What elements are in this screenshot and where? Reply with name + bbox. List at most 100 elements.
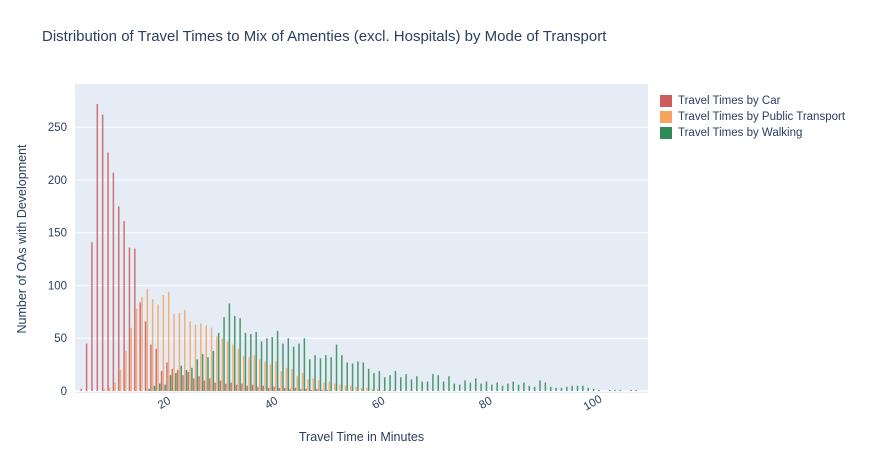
histogram-bar[interactable] [296,376,298,391]
histogram-bar[interactable] [253,355,256,391]
histogram-bar[interactable] [335,344,338,391]
histogram-bar[interactable] [328,381,331,391]
histogram-bar[interactable] [453,383,456,391]
histogram-bar[interactable] [226,341,229,391]
histogram-bar[interactable] [355,386,357,391]
histogram-bar[interactable] [128,247,131,391]
histogram-bar[interactable] [283,387,286,391]
histogram-bar[interactable] [357,361,359,391]
histogram-bar[interactable] [135,308,138,391]
histogram-bar[interactable] [130,327,132,391]
histogram-bar[interactable] [464,380,466,391]
histogram-bar[interactable] [378,370,381,391]
histogram-bar[interactable] [496,382,498,391]
histogram-bar[interactable] [330,357,332,391]
histogram-bar[interactable] [275,361,277,391]
histogram-bar[interactable] [346,362,348,391]
histogram-bar[interactable] [387,389,390,391]
histogram-bar[interactable] [251,384,254,391]
histogram-bar[interactable] [555,387,557,391]
histogram-bar[interactable] [201,354,204,391]
histogram-bar[interactable] [362,362,365,391]
legend-item[interactable]: Travel Times by Public Transport [660,109,845,125]
histogram-bar[interactable] [101,114,104,391]
histogram-bar[interactable] [323,382,325,391]
histogram-bar[interactable] [250,334,252,391]
histogram-bar[interactable] [160,370,163,391]
histogram-bar[interactable] [103,388,106,391]
histogram-bar[interactable] [533,386,536,391]
histogram-bar[interactable] [159,383,161,391]
histogram-bar[interactable] [389,375,391,391]
histogram-bar[interactable] [376,388,379,391]
histogram-bar[interactable] [255,331,257,391]
histogram-bar[interactable] [267,387,270,391]
histogram-bar[interactable] [523,382,525,391]
histogram-bar[interactable] [207,357,209,391]
histogram-bar[interactable] [216,336,218,391]
histogram-bar[interactable] [134,248,136,391]
histogram-bar[interactable] [219,380,222,391]
histogram-bar[interactable] [474,378,477,391]
histogram-bar[interactable] [469,382,472,391]
histogram-bar[interactable] [367,368,370,391]
histogram-bar[interactable] [223,317,225,391]
histogram-bar[interactable] [298,343,300,391]
histogram-bar[interactable] [351,363,354,391]
histogram-bar[interactable] [171,368,174,391]
histogram-bar[interactable] [259,359,261,391]
histogram-bar[interactable] [319,358,322,391]
histogram-bar[interactable] [512,381,514,391]
histogram-bar[interactable] [285,367,288,391]
histogram-bar[interactable] [448,376,450,391]
histogram-bar[interactable] [635,389,638,391]
histogram-bar[interactable] [225,383,227,391]
histogram-bar[interactable] [314,355,316,391]
histogram-bar[interactable] [200,323,202,391]
histogram-bar[interactable] [246,385,249,391]
histogram-bar[interactable] [491,384,493,391]
histogram-bar[interactable] [262,385,265,391]
histogram-bar[interactable] [117,206,120,391]
histogram-bar[interactable] [210,327,213,391]
histogram-bar[interactable] [185,369,188,391]
histogram-bar[interactable] [480,383,482,391]
histogram-bar[interactable] [442,381,445,391]
histogram-bar[interactable] [217,332,220,391]
histogram-bar[interactable] [598,389,600,391]
histogram-bar[interactable] [437,375,440,391]
histogram-bar[interactable] [176,369,179,391]
histogram-bar[interactable] [260,341,263,391]
histogram-bar[interactable] [366,387,368,391]
histogram-bar[interactable] [410,379,413,391]
histogram-bar[interactable] [416,376,418,391]
legend-item[interactable]: Travel Times by Walking [660,125,845,141]
histogram-bar[interactable] [382,389,384,391]
histogram-bar[interactable] [307,379,309,391]
histogram-bar[interactable] [333,383,336,391]
histogram-bar[interactable] [280,370,282,391]
histogram-bar[interactable] [107,152,109,391]
histogram-bar[interactable] [305,388,307,391]
histogram-bar[interactable] [187,372,190,391]
histogram-bar[interactable] [148,388,150,391]
histogram-bar[interactable] [308,359,311,391]
histogram-bar[interactable] [549,386,552,391]
histogram-bar[interactable] [292,346,295,391]
histogram-bar[interactable] [269,364,272,391]
histogram-bar[interactable] [230,382,232,391]
histogram-bar[interactable] [576,385,579,391]
histogram-bar[interactable] [180,365,182,391]
histogram-bar[interactable] [196,359,199,391]
histogram-bar[interactable] [150,344,152,391]
histogram-bar[interactable] [287,338,290,391]
histogram-bar[interactable] [312,378,315,391]
histogram-bar[interactable] [189,321,191,391]
histogram-bar[interactable] [214,382,216,391]
histogram-bar[interactable] [80,388,82,391]
histogram-bar[interactable] [291,368,293,391]
histogram-bar[interactable] [400,377,402,391]
histogram-bar[interactable] [141,297,143,391]
histogram-bar[interactable] [432,374,434,391]
histogram-bar[interactable] [392,389,395,391]
